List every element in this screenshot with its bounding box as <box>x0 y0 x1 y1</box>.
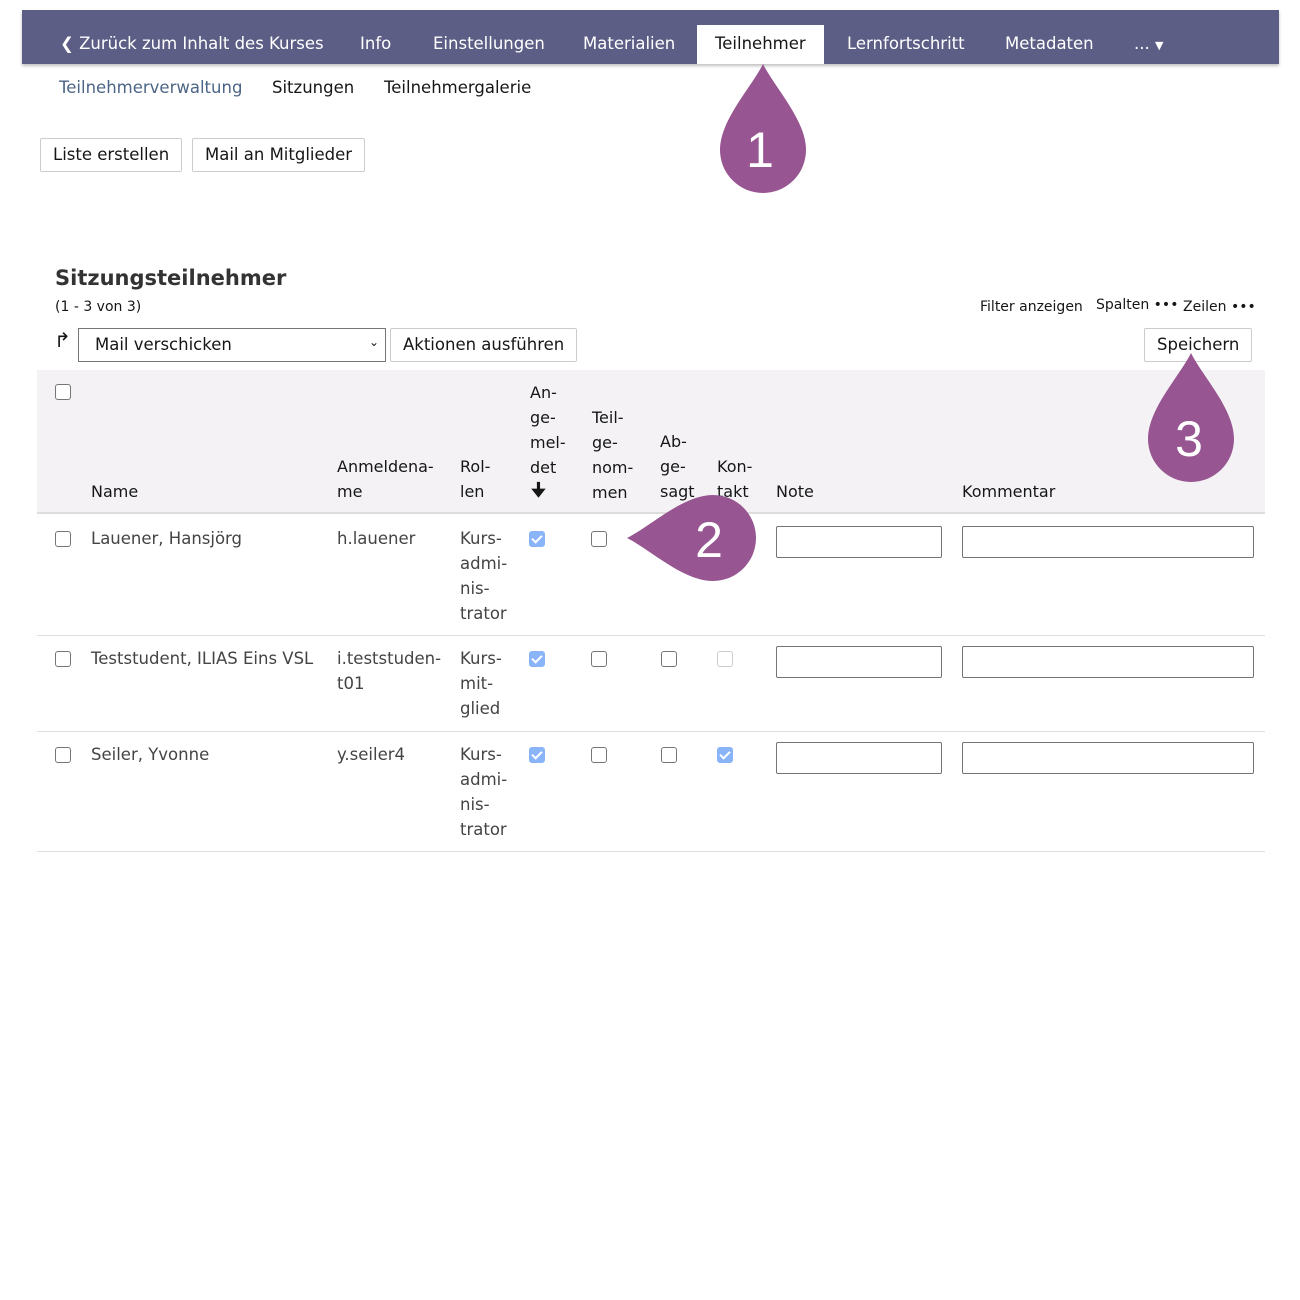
column-header-login[interactable]: Anmeldena- me <box>337 457 434 501</box>
comment-input[interactable] <box>962 742 1254 774</box>
comment-input[interactable] <box>962 526 1254 558</box>
contact-checkbox <box>717 651 733 667</box>
annotation-number: 2 <box>695 512 723 568</box>
chevron-left-icon: ❮ <box>60 34 80 53</box>
note-input[interactable] <box>776 646 942 678</box>
participant-name: Teststudent, ILIAS Eins VSL <box>91 649 314 668</box>
comment-input[interactable] <box>962 646 1254 678</box>
chevron-down-icon: ⌄ <box>368 335 379 349</box>
subtab-sitzungen[interactable]: Sitzungen <box>272 78 355 97</box>
registered-checkbox <box>529 531 545 547</box>
participant-name: Lauener, Hansjörg <box>91 529 243 548</box>
excused-checkbox[interactable] <box>661 651 677 667</box>
more-dots-icon: ••• <box>1230 299 1256 315</box>
sort-down-arrow-icon: 🠋 <box>531 480 546 501</box>
save-button[interactable]: Speichern <box>1144 328 1253 362</box>
tab-info[interactable]: Info <box>360 34 392 53</box>
table-header <box>37 370 1265 514</box>
row-select-checkbox[interactable] <box>55 651 71 667</box>
annotation-number: 1 <box>746 122 774 178</box>
role: Kurs- admi- nis- trator <box>460 529 508 623</box>
row-divider <box>37 635 1265 636</box>
tab-einstellungen[interactable]: Einstellungen <box>433 34 545 53</box>
create-list-button[interactable]: Liste erstellen <box>40 138 183 172</box>
annotation-number: 3 <box>1175 411 1203 467</box>
table-title: Sitzungsteilnehmer <box>55 266 287 290</box>
participated-checkbox[interactable] <box>591 747 607 763</box>
tab-lernfortschritt[interactable]: Lernfortschritt <box>847 34 965 53</box>
note-input[interactable] <box>776 526 942 558</box>
participated-checkbox[interactable] <box>591 651 607 667</box>
more-dots-icon: ••• <box>1153 297 1179 313</box>
annotation-marker-3: 3 <box>1148 353 1234 482</box>
action-select[interactable]: Mail verschicken ⌄ <box>78 328 386 362</box>
role: Kurs- admi- nis- trator <box>460 745 508 839</box>
note-input[interactable] <box>776 742 942 774</box>
column-header-comment[interactable]: Kommentar <box>962 482 1056 501</box>
role: Kurs- mit- glied <box>460 649 502 718</box>
caret-down-icon: ▼ <box>1155 39 1164 52</box>
login-name: h.lauener <box>337 529 416 548</box>
column-header-name[interactable]: Name <box>91 482 139 501</box>
filter-toggle[interactable]: Filter anzeigen <box>980 299 1083 315</box>
result-count: (1 - 3 von 3) <box>55 299 142 315</box>
subtab-teilnehmergalerie[interactable]: Teilnehmergalerie <box>384 78 532 97</box>
registered-checkbox <box>529 651 545 667</box>
excused-checkbox[interactable] <box>661 747 677 763</box>
tab-teilnehmer[interactable]: Teilnehmer <box>697 25 824 64</box>
column-header-registered[interactable]: An- ge- mel- det <box>530 383 566 477</box>
row-divider <box>37 731 1265 732</box>
tab-more[interactable]: ... ▼ <box>1134 34 1164 53</box>
row-select-checkbox[interactable] <box>55 747 71 763</box>
row-divider <box>37 851 1265 852</box>
login-name: y.seiler4 <box>337 745 406 764</box>
column-header-note[interactable]: Note <box>776 482 814 501</box>
tab-metadaten[interactable]: Metadaten <box>1005 34 1094 53</box>
execute-actions-button[interactable]: Aktionen ausführen <box>390 328 578 362</box>
column-header-participated[interactable]: Teil- ge- nom- men <box>592 408 634 502</box>
login-name: i.teststuden- t01 <box>337 649 442 693</box>
rows-menu[interactable]: Zeilen ••• <box>1183 299 1256 315</box>
participant-name: Seiler, Yvonne <box>91 745 210 764</box>
registered-checkbox <box>529 747 545 763</box>
select-all-checkbox[interactable] <box>55 384 71 400</box>
mail-members-button[interactable]: Mail an Mitglieder <box>192 138 366 172</box>
back-to-course-link[interactable]: ❮ Zurück zum Inhalt des Kurses <box>60 34 324 53</box>
annotation-marker-2: 2 <box>627 495 756 581</box>
column-header-excused[interactable]: Ab- ge- sagt <box>660 432 695 501</box>
tab-materialien[interactable]: Materialien <box>583 34 676 53</box>
column-header-roles[interactable]: Rol- len <box>460 457 491 501</box>
annotation-marker-1: 1 <box>720 64 806 193</box>
participated-checkbox[interactable] <box>591 531 607 547</box>
row-select-checkbox[interactable] <box>55 531 71 547</box>
columns-menu[interactable]: Spalten ••• <box>1096 297 1179 313</box>
subtab-teilnehmerverwaltung[interactable]: Teilnehmerverwaltung <box>59 78 243 97</box>
arrow-turn-icon: ↱ <box>54 328 71 352</box>
column-header-contact[interactable]: Kon- takt <box>717 457 753 501</box>
contact-checkbox <box>717 747 733 763</box>
main-tab-bar: ❮ Zurück zum Inhalt des Kurses Info Eins… <box>22 10 1279 64</box>
